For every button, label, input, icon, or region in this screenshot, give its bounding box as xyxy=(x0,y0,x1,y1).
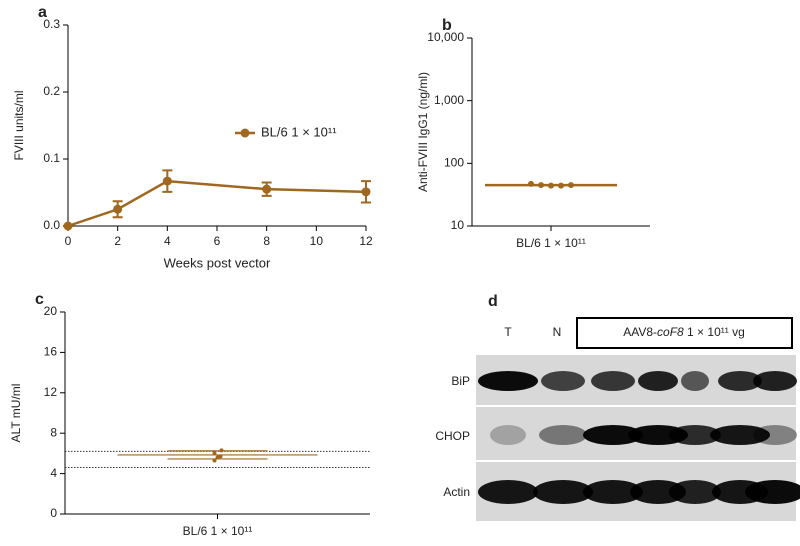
band xyxy=(669,480,721,504)
group-box xyxy=(576,317,793,349)
band xyxy=(478,371,538,391)
band xyxy=(539,425,587,445)
point xyxy=(361,187,371,197)
x-tick-label: 6 xyxy=(214,234,221,248)
y-tick-label: 20 xyxy=(44,304,58,318)
band xyxy=(490,425,526,445)
band xyxy=(630,480,686,504)
x-tick-label: 4 xyxy=(164,234,171,248)
band xyxy=(669,425,721,445)
x-tick-label: BL/6 1 × 10¹¹ xyxy=(516,236,586,250)
row-label: Actin xyxy=(443,485,470,499)
point xyxy=(212,458,217,463)
point xyxy=(568,182,574,189)
band xyxy=(591,371,635,391)
band xyxy=(718,371,762,391)
point xyxy=(63,221,73,231)
point xyxy=(219,448,224,453)
panel-label: a xyxy=(38,4,47,21)
y-tick-label: 0 xyxy=(50,506,57,520)
y-tick-label: 100 xyxy=(444,156,464,170)
point xyxy=(215,455,220,460)
y-tick-label: 0.1 xyxy=(43,151,60,165)
point xyxy=(558,182,564,189)
y-tick-label: 0.3 xyxy=(43,17,60,31)
band xyxy=(583,425,643,445)
band xyxy=(710,425,770,445)
y-tick-label: 1,000 xyxy=(434,93,464,107)
band xyxy=(745,480,800,504)
band xyxy=(753,425,797,445)
x-tick-label: 10 xyxy=(310,234,324,248)
y-tick-label: 10 xyxy=(451,218,465,232)
y-tick-label: 4 xyxy=(50,466,57,480)
y-tick-label: 0.0 xyxy=(43,218,60,232)
row-label: CHOP xyxy=(435,429,470,443)
y-tick-label: 16 xyxy=(44,345,58,359)
point xyxy=(548,182,554,189)
point xyxy=(162,176,172,186)
line xyxy=(67,179,367,228)
group-label: AAV8-coF8 1 × 10¹¹ vg xyxy=(623,325,745,339)
legend-label: BL/6 1 × 10¹¹ xyxy=(261,124,337,139)
y-tick-label: 8 xyxy=(50,425,57,439)
band xyxy=(541,371,585,391)
panel-label: d xyxy=(488,293,498,310)
point xyxy=(528,180,534,187)
y-tick-label: 10,000 xyxy=(427,30,464,44)
y-axis-label: Anti-FVIII IgG1 (ng/ml) xyxy=(416,72,430,192)
y-axis-label: ALT mU/ml xyxy=(9,384,23,443)
x-axis-label: Weeks post vector xyxy=(164,255,271,270)
legend-marker xyxy=(240,128,250,138)
lane-label: T xyxy=(504,325,512,339)
panel-label: b xyxy=(442,17,452,34)
x-tick-label: 12 xyxy=(359,234,373,248)
bands xyxy=(478,371,800,504)
x-tick-label: BL/6 1 × 10¹¹ xyxy=(183,524,253,538)
point xyxy=(212,451,217,456)
band xyxy=(478,480,538,504)
band xyxy=(681,371,709,391)
band xyxy=(638,371,678,391)
x-tick-label: 8 xyxy=(263,234,270,248)
point xyxy=(218,454,223,459)
row-label: BiP xyxy=(451,374,470,388)
y-tick-label: 0.2 xyxy=(43,84,60,98)
band xyxy=(583,480,643,504)
x-tick-label: 0 xyxy=(65,234,72,248)
band xyxy=(753,371,797,391)
point xyxy=(262,184,272,194)
panel-label: c xyxy=(35,291,44,308)
lane-label: N xyxy=(553,325,562,339)
x-tick-label: 2 xyxy=(114,234,121,248)
band xyxy=(533,480,593,504)
point xyxy=(538,182,544,189)
y-axis-label: FVIII units/ml xyxy=(12,90,26,160)
point xyxy=(113,204,123,214)
y-tick-label: 12 xyxy=(44,385,58,399)
